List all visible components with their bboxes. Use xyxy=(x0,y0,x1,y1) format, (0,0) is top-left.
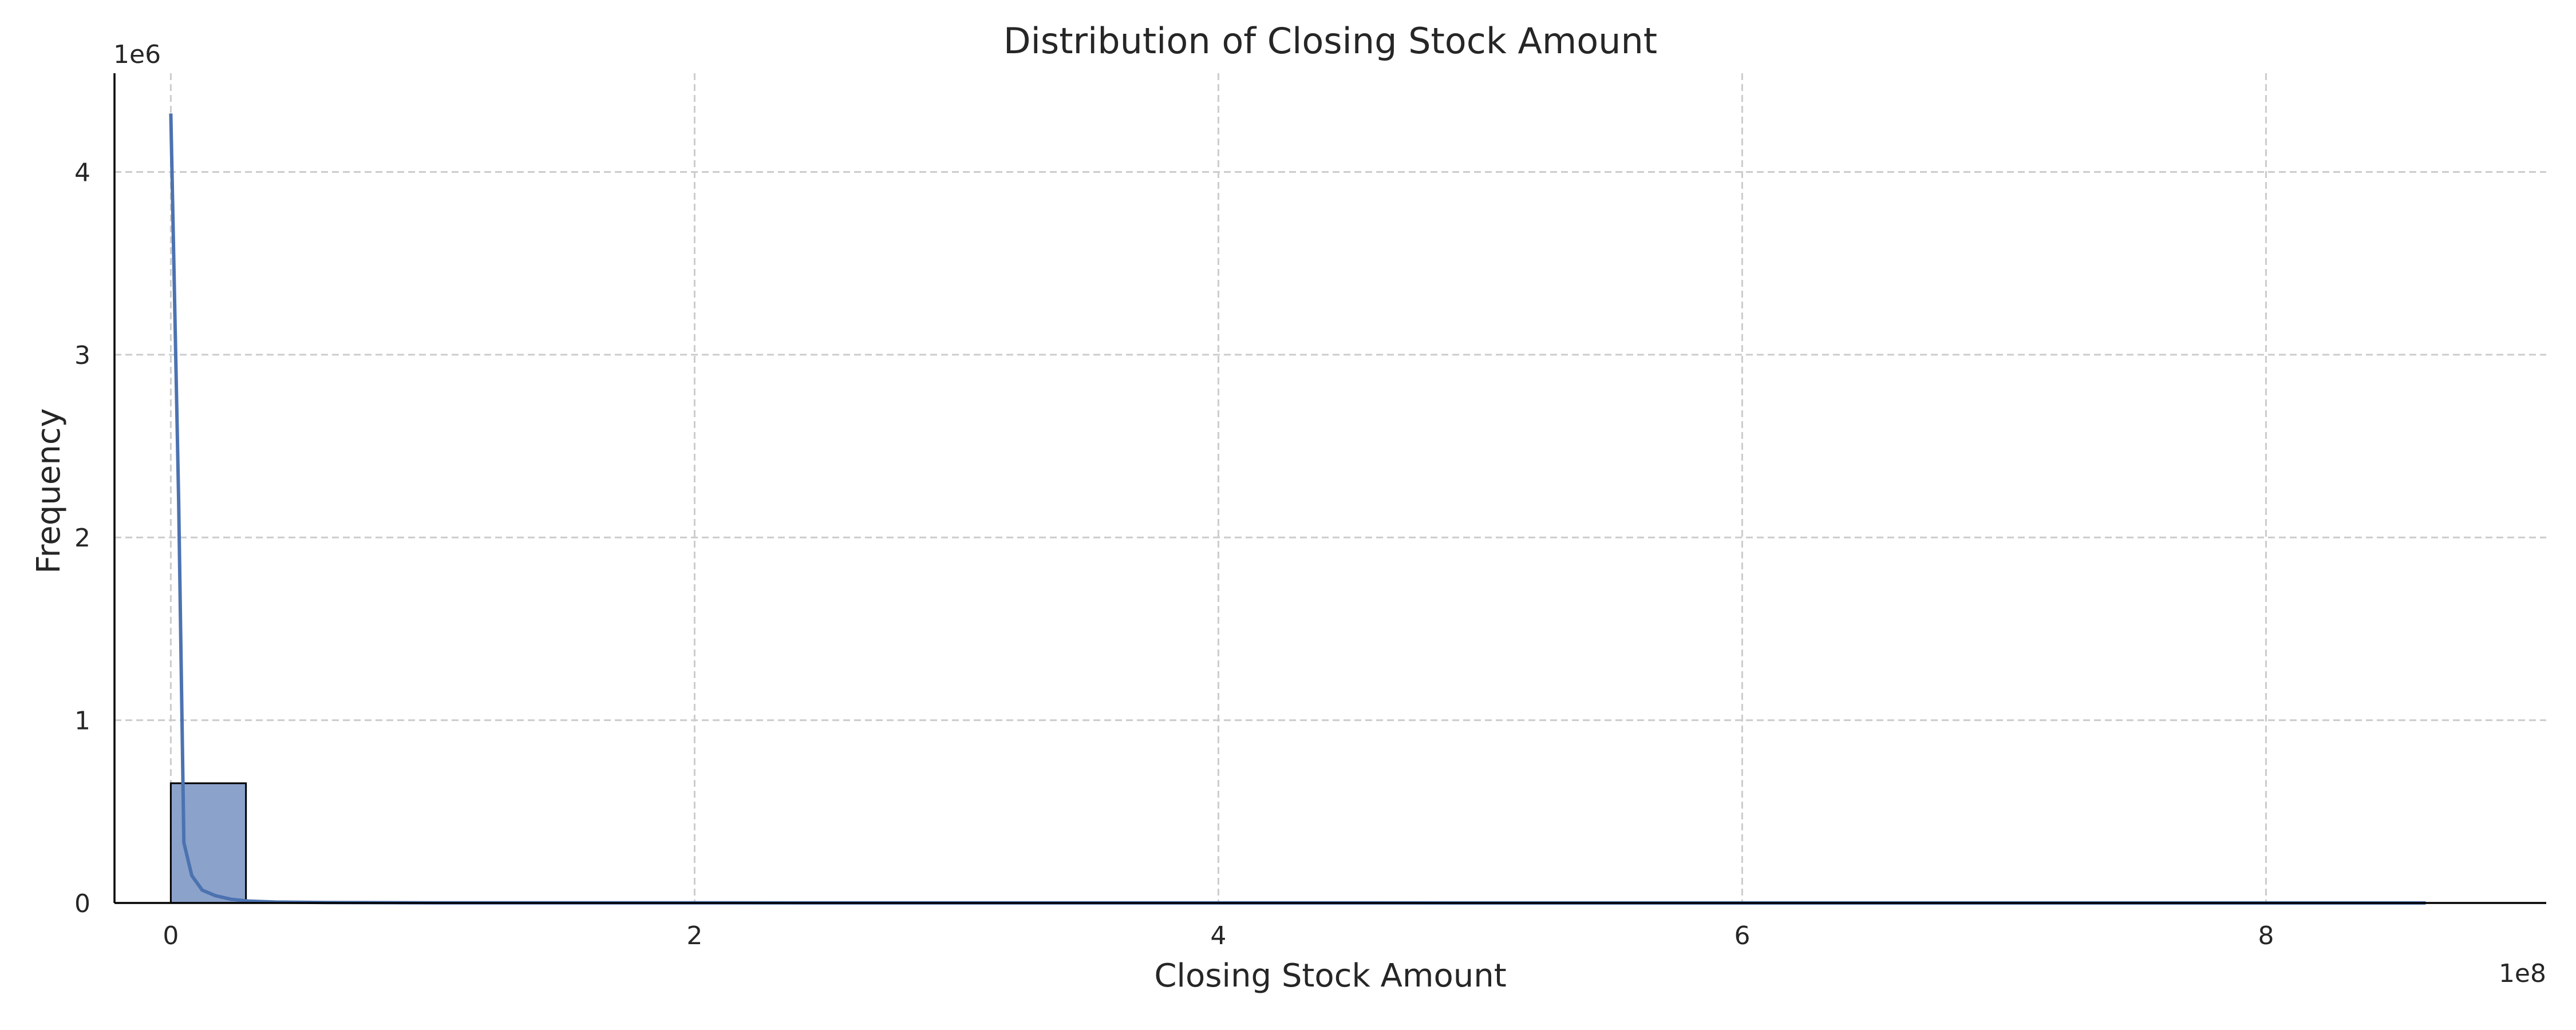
y-tick-label: 2 xyxy=(74,524,90,553)
x-axis-offset-label: 1e8 xyxy=(2499,959,2546,988)
chart-title: Distribution of Closing Stock Amount xyxy=(1003,20,1657,62)
y-axis-offset-label: 1e6 xyxy=(113,40,161,69)
y-axis-label: Frequency xyxy=(30,408,68,573)
grid xyxy=(114,73,2546,903)
kde-curve-layer xyxy=(169,113,2426,905)
x-tick-label: 6 xyxy=(1734,921,1750,950)
x-tick-label: 8 xyxy=(2258,921,2274,950)
x-tick-label: 2 xyxy=(686,921,702,950)
histogram-bars xyxy=(169,782,2427,904)
x-axis-label: Closing Stock Amount xyxy=(1154,957,1506,995)
y-tick-label: 4 xyxy=(74,158,90,187)
y-tick-label: 3 xyxy=(74,341,90,370)
tick-labels: 0 2 4 6 8 0 1 2 3 4 xyxy=(74,158,2274,950)
x-tick-label: 4 xyxy=(1210,921,1226,950)
x-tick-label: 0 xyxy=(163,921,179,950)
kde-curve xyxy=(169,113,2426,905)
axes xyxy=(113,73,2546,904)
y-tick-label: 1 xyxy=(74,707,90,736)
y-tick-label: 0 xyxy=(74,889,90,918)
